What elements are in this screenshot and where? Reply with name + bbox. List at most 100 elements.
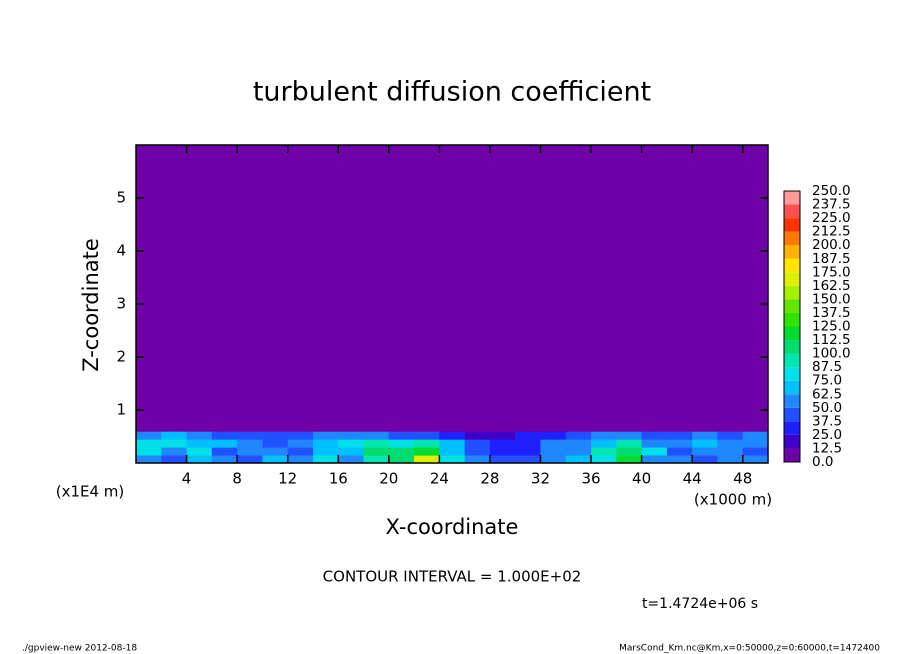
cell — [464, 455, 491, 464]
footer: MarsCond_Km.nc@Km,x=0:50000,z=0:60000,t=… — [619, 644, 880, 654]
cell — [641, 447, 668, 456]
cell — [540, 447, 567, 456]
cell — [666, 431, 693, 440]
cell — [161, 439, 188, 448]
colorbar-swatch — [784, 245, 800, 259]
cell — [237, 455, 263, 464]
cell — [312, 447, 339, 456]
colorbar-label: 25.0 — [812, 427, 842, 443]
cell — [338, 439, 365, 448]
colorbar-label: 37.5 — [812, 413, 842, 429]
cell — [414, 145, 440, 432]
x-tick-label: 44 — [683, 470, 702, 488]
cell — [540, 431, 567, 440]
colorbar-swatch — [784, 380, 800, 395]
cell — [540, 145, 567, 432]
cell — [464, 431, 491, 440]
cell — [742, 439, 769, 448]
cell — [237, 447, 263, 456]
cell — [439, 431, 466, 440]
cell — [742, 447, 769, 456]
cell — [312, 431, 339, 440]
colorbar-label: 162.5 — [812, 278, 851, 294]
cell — [692, 439, 718, 448]
cell — [136, 455, 162, 464]
colorbar-label: 125.0 — [812, 319, 851, 335]
cell — [666, 439, 693, 448]
cell — [591, 145, 617, 432]
colorbar-label: 212.5 — [812, 224, 851, 240]
cell — [692, 455, 718, 464]
cell — [186, 447, 213, 456]
cell — [515, 145, 541, 432]
colorbar-swatch — [784, 218, 800, 232]
cell — [338, 455, 365, 464]
cell — [641, 431, 668, 440]
colorbar-label: 225.0 — [812, 210, 851, 226]
cell — [489, 431, 516, 440]
x-tick-label: 36 — [581, 470, 600, 488]
cell — [515, 431, 541, 440]
cell — [237, 431, 263, 440]
footer: ./gpview-new 2012-08-18 — [22, 644, 137, 654]
cell — [338, 431, 365, 440]
cell — [591, 431, 617, 440]
colorbar-frame — [783, 190, 801, 463]
cell — [414, 431, 440, 440]
annotation: CONTOUR INTERVAL = 1.000E+02 — [323, 568, 582, 586]
colorbar-swatch — [784, 434, 800, 449]
cell — [363, 455, 390, 464]
cell — [211, 455, 238, 464]
cell — [489, 455, 516, 464]
cell — [161, 145, 188, 432]
colorbar-swatch — [784, 285, 800, 300]
colorbar-label: 50.0 — [812, 400, 842, 416]
cell — [287, 439, 314, 448]
y-tick-label: 2 — [116, 348, 126, 366]
cell — [186, 145, 213, 432]
x-tick-label: 8 — [232, 470, 242, 488]
cell — [388, 455, 415, 464]
cell — [717, 439, 744, 448]
cell — [338, 447, 365, 456]
cell — [540, 455, 567, 464]
cell — [692, 447, 718, 456]
colorbar-swatch — [784, 204, 800, 219]
cell — [464, 145, 491, 432]
cell — [717, 431, 744, 440]
cell — [565, 439, 592, 448]
cell — [262, 431, 289, 440]
x-tick-label: 24 — [430, 470, 449, 488]
cell — [388, 145, 415, 432]
cell — [641, 145, 668, 432]
cell — [742, 431, 769, 440]
cell — [363, 439, 390, 448]
cell — [211, 439, 238, 448]
cell — [565, 447, 592, 456]
colorbar-swatch — [784, 191, 800, 205]
colorbar-label: 150.0 — [812, 291, 851, 307]
colorbar-label: 75.0 — [812, 373, 842, 389]
y-tick-label: 4 — [116, 242, 126, 260]
cell — [414, 455, 440, 464]
cell — [641, 439, 668, 448]
colorbar-swatch — [784, 258, 800, 273]
cell — [591, 447, 617, 456]
cell — [565, 455, 592, 464]
cell — [363, 447, 390, 456]
colorbar-label: 0.0 — [812, 454, 833, 470]
colorbar-label: 200.0 — [812, 237, 851, 253]
cell — [161, 431, 188, 440]
cell — [515, 447, 541, 456]
cell — [616, 455, 643, 464]
x-tick-label: 48 — [733, 470, 752, 488]
colorbar-label: 237.5 — [812, 197, 851, 213]
cell — [262, 145, 289, 432]
cell — [489, 439, 516, 448]
cell — [136, 447, 162, 456]
x-unit-label: (x1000 m) — [694, 491, 772, 509]
cell — [717, 145, 744, 432]
colorbar-swatch — [784, 394, 800, 408]
cell — [312, 439, 339, 448]
cell — [666, 455, 693, 464]
